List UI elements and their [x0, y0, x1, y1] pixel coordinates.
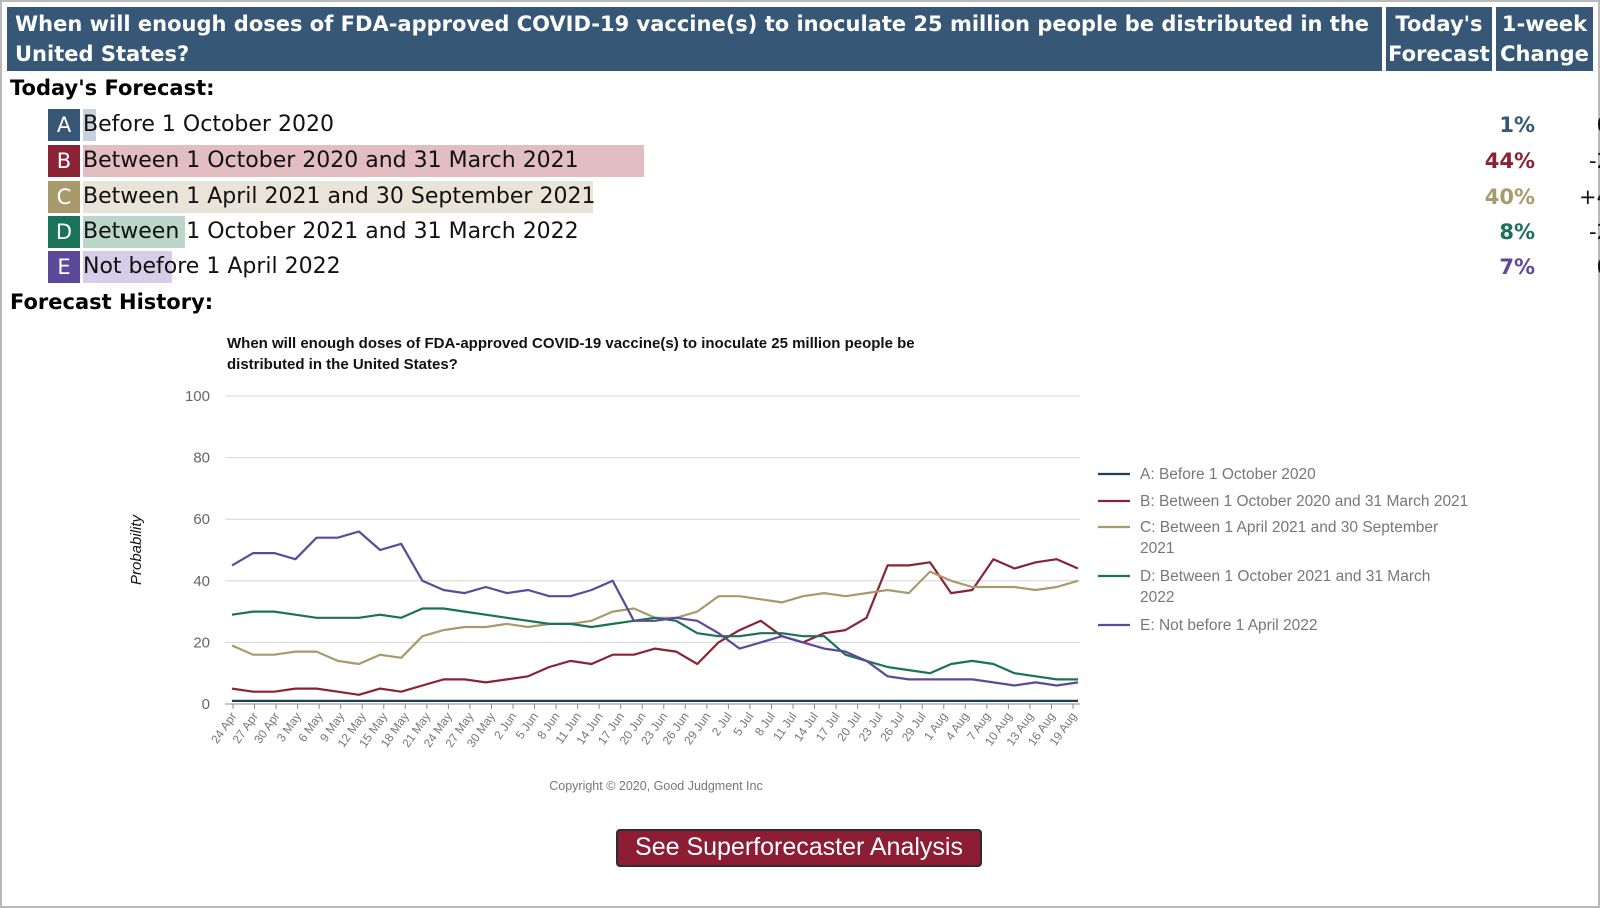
option-forecast-percent: 1%: [1499, 113, 1535, 137]
option-forecast-percent: 7%: [1499, 255, 1535, 279]
option-row-c: C Between 1 April 2021 and 30 September 2…: [48, 180, 1600, 214]
option-row-d: D Between 1 October 2021 and 31 March 202…: [48, 215, 1600, 249]
todays-forecast-header: Today's Forecast: [1386, 7, 1492, 71]
chart-title: When will enough doses of FDA-approved C…: [227, 335, 915, 373]
option-week-change: -2: [1589, 220, 1600, 244]
series-line-e: [231, 530, 1079, 687]
y-tick-label: 0: [202, 696, 210, 713]
option-probability-bar: [83, 181, 593, 213]
question-title: When will enough doses of FDA-approved C…: [7, 7, 1382, 71]
y-tick-label: 100: [185, 388, 210, 405]
option-forecast-percent: 40%: [1484, 185, 1535, 209]
option-week-change: +4: [1579, 185, 1600, 209]
legend-entry: B: Between 1 October 2020 and 31 March 2…: [1140, 493, 1468, 510]
copyright-notice: Copyright © 2020, Good Judgment Inc: [549, 779, 763, 793]
y-tick-label: 20: [193, 634, 210, 651]
option-week-change: 0: [1538, 108, 1600, 142]
header-table: When will enough doses of FDA-approved C…: [7, 7, 1593, 71]
option-letter-badge: C: [48, 181, 80, 213]
option-row-b: B Between 1 October 2020 and 31 March 202…: [48, 144, 1600, 178]
y-tick-label: 80: [193, 450, 210, 467]
legend-entry: D: Between 1 October 2021 and 31 March 20…: [1140, 568, 1430, 606]
option-letter-badge: A: [48, 109, 80, 141]
option-label: Before 1 October 2020: [83, 112, 334, 137]
option-label: Between 1 April 2021 and 30 September 20…: [83, 184, 596, 209]
x-tick-label: 29 Jul: [899, 710, 929, 744]
legend-entry: E: Not before 1 April 2022: [1140, 617, 1318, 634]
option-label: Between 1 October 2020 and 31 March 2021: [83, 148, 579, 173]
option-forecast-percent: 44%: [1484, 149, 1535, 173]
x-tick-label: 2 Jun: [491, 710, 519, 742]
option-letter-badge: D: [48, 216, 80, 248]
y-tick-label: 60: [193, 511, 210, 528]
superforecaster-analysis-button[interactable]: See Superforecaster Analysis: [616, 829, 982, 867]
series-line-b: [231, 558, 1079, 696]
week-change-header: 1-week Change: [1496, 7, 1593, 71]
x-tick-label: 5 Jul: [730, 710, 756, 739]
option-label: Between 1 October 2021 and 31 March 2022: [83, 219, 579, 244]
option-probability-bar: [83, 216, 185, 248]
option-week-change: 0: [1538, 250, 1600, 284]
legend-entry: A: Before 1 October 2020: [1140, 466, 1316, 483]
forecast-history-label: Forecast History:: [10, 290, 214, 314]
option-label: Not before 1 April 2022: [83, 254, 341, 279]
option-probability-bar: [83, 109, 96, 141]
option-probability-bar: [83, 251, 173, 283]
x-tick-label: 5 Jun: [513, 710, 541, 742]
option-forecast-percent: 8%: [1499, 220, 1535, 244]
y-axis-label: Probability: [128, 513, 145, 585]
legend-entry: C: Between 1 April 2021 and 30 September…: [1140, 519, 1438, 557]
y-tick-label: 40: [193, 573, 210, 590]
series-line-d: [231, 607, 1078, 681]
todays-forecast-label: Today's Forecast:: [10, 76, 215, 100]
option-letter-badge: B: [48, 145, 80, 177]
option-probability-bar: [83, 145, 644, 177]
x-tick-label: 2 Jul: [709, 710, 735, 739]
option-letter-badge: E: [48, 251, 80, 283]
option-week-change: -2: [1589, 149, 1600, 173]
forecast-history-chart: When will enough doses of FDA-approved C…: [128, 335, 1468, 793]
